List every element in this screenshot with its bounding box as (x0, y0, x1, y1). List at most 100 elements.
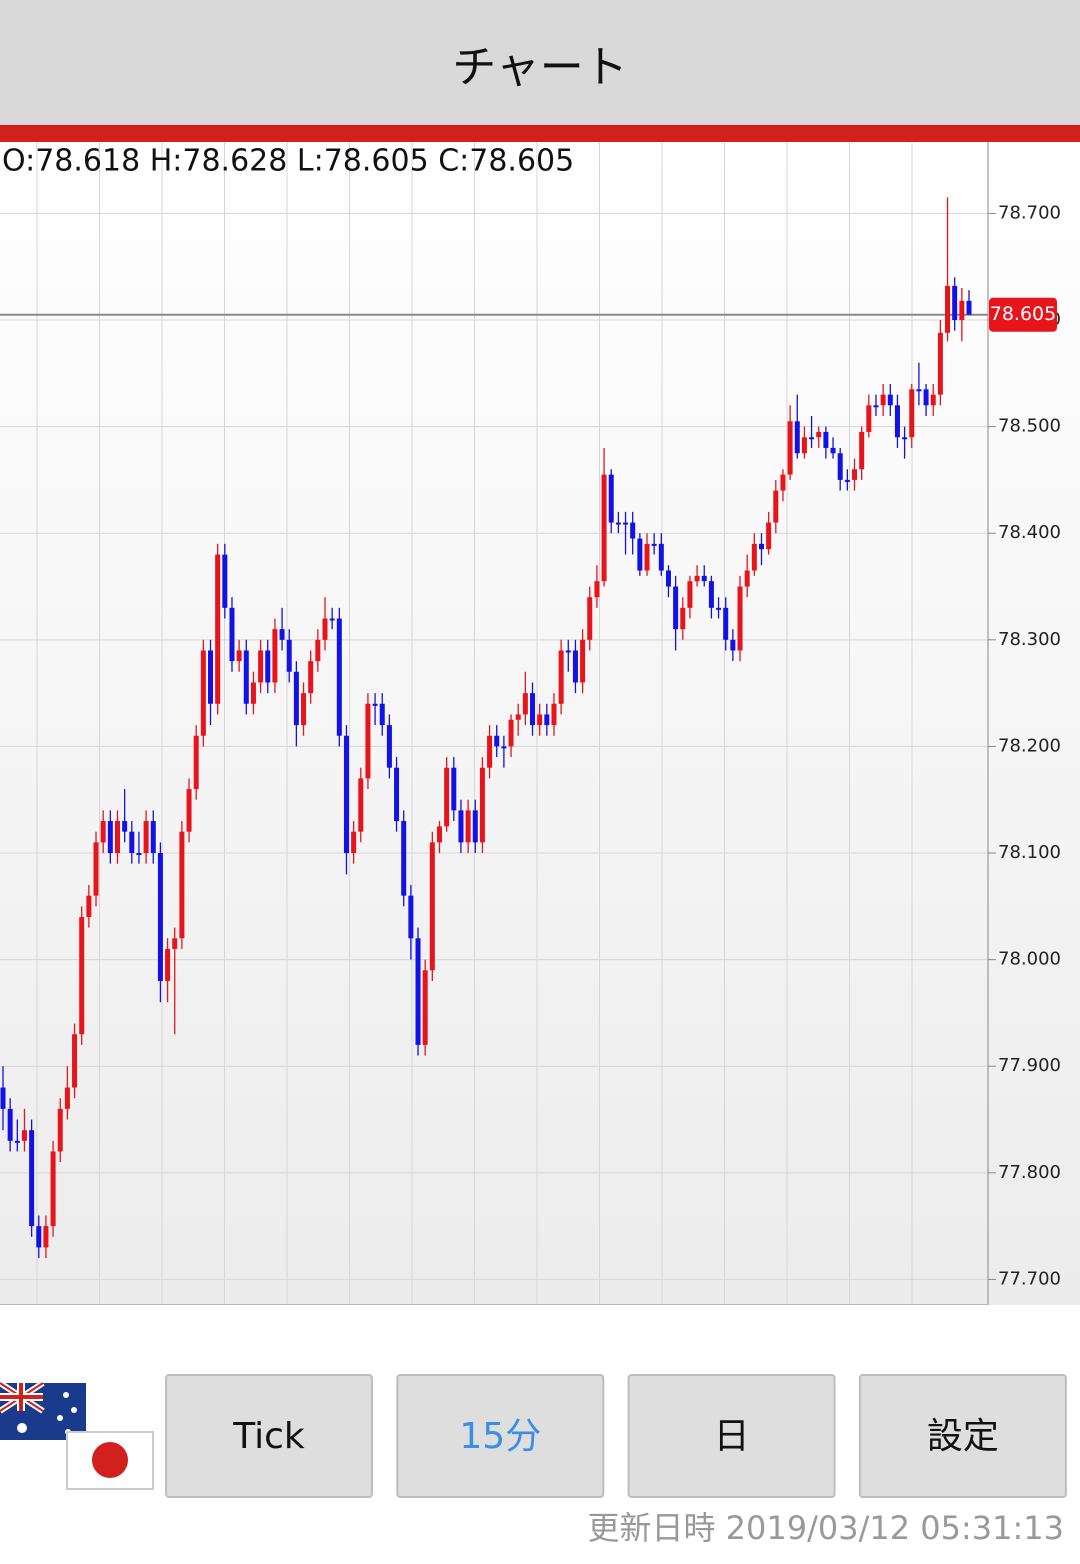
y-tick-label: 77.700 (998, 1268, 1061, 1289)
candle-body (945, 285, 951, 333)
candle-body (923, 389, 929, 406)
candle-body (572, 650, 578, 683)
button-label[interactable]: 15分 (459, 1416, 541, 1457)
button[interactable] (396, 1374, 605, 1498)
candle-body (608, 474, 614, 523)
candle-body (286, 639, 292, 672)
candle-body (673, 586, 679, 630)
candle-body (530, 693, 536, 726)
candle-body (830, 447, 836, 454)
candle-body (79, 916, 85, 1035)
y-tick-label: 78.700 (998, 202, 1061, 223)
candle-body (136, 853, 142, 856)
candle-body (143, 821, 149, 854)
y-tick-label: 78.000 (998, 949, 1061, 970)
candle-body (329, 618, 335, 621)
candle-body (894, 405, 900, 438)
candle-body (50, 1151, 56, 1227)
candle-body (215, 554, 221, 704)
candle-body (558, 650, 564, 704)
candle-body (866, 405, 872, 432)
candle-body (508, 719, 514, 747)
flag-australia (0, 1380, 86, 1440)
candle-body (816, 431, 822, 438)
y-tick-label: 77.800 (998, 1162, 1061, 1183)
candle-body (43, 1226, 49, 1248)
candle-body (687, 581, 693, 608)
candle-body (844, 479, 850, 482)
candle-body (959, 300, 965, 321)
candle-body (336, 618, 342, 736)
y-tick-label: 78.300 (998, 629, 1061, 650)
candle-body (859, 431, 865, 470)
ohlc-label: O:78.618 H:78.628 L:78.605 C:78.605 (2, 144, 574, 179)
candle-body (222, 554, 228, 608)
button-label[interactable]: Tick (232, 1416, 305, 1457)
candle-body (72, 1034, 78, 1088)
current-price-label: 78.605 (990, 303, 1056, 325)
button[interactable] (165, 1374, 373, 1498)
y-tick-label: 78.500 (998, 416, 1061, 437)
candle-body (766, 522, 772, 550)
candle-body (57, 1108, 63, 1152)
candle-body (909, 389, 915, 438)
candle-body (637, 538, 643, 571)
candle-body (114, 821, 120, 854)
candle-body (415, 938, 421, 1045)
candle-body (351, 831, 357, 854)
candle-body (93, 842, 99, 896)
candle-body (365, 703, 371, 779)
candle-body (21, 1130, 27, 1141)
candle-body (429, 842, 435, 971)
candle-body (587, 597, 593, 640)
candle-body (172, 938, 178, 949)
candle-body (930, 394, 936, 406)
candle-body (322, 618, 328, 640)
candle-body (694, 575, 700, 582)
candle-body (880, 394, 886, 406)
candle-body (165, 948, 171, 981)
candle-body (14, 1140, 20, 1143)
button[interactable] (858, 1374, 1067, 1498)
candle-body (293, 671, 299, 726)
y-tick-label: 78.100 (998, 842, 1061, 863)
button-label[interactable]: 日 (714, 1416, 750, 1457)
candle-body (615, 522, 621, 525)
candle-body (630, 522, 636, 539)
candle-body (179, 831, 185, 939)
candle-body (394, 767, 400, 822)
candle-body (916, 389, 922, 392)
candle-body (537, 714, 543, 726)
candle-body (29, 1130, 35, 1227)
candle-body (551, 703, 557, 726)
candle-body (7, 1108, 13, 1141)
candle-body (86, 895, 92, 917)
candle-body (665, 570, 671, 587)
candle-body (458, 810, 464, 843)
candle-body (801, 437, 807, 454)
candle-body (515, 714, 521, 720)
candle-body (208, 650, 214, 704)
candle-body (887, 394, 893, 406)
red-bar (0, 125, 1080, 142)
candle-body (386, 725, 392, 768)
candle-body (308, 661, 314, 694)
candle-body (723, 607, 729, 640)
candle-body (658, 543, 664, 571)
button[interactable] (627, 1374, 836, 1498)
y-tick-label: 78.400 (998, 522, 1061, 543)
candle-body (472, 810, 478, 843)
candle-body (200, 650, 206, 736)
candle-body (837, 453, 843, 480)
candle-body (952, 285, 958, 321)
candle-body (64, 1087, 70, 1109)
candle-body (343, 735, 349, 854)
candle-body (279, 629, 285, 640)
candle-body (494, 735, 500, 747)
candle-body (544, 714, 550, 726)
candle-body (193, 735, 199, 790)
button-label[interactable]: 設定 (927, 1416, 999, 1457)
candle-body (937, 332, 943, 395)
candle-body (623, 522, 629, 525)
candle-body (100, 821, 106, 843)
